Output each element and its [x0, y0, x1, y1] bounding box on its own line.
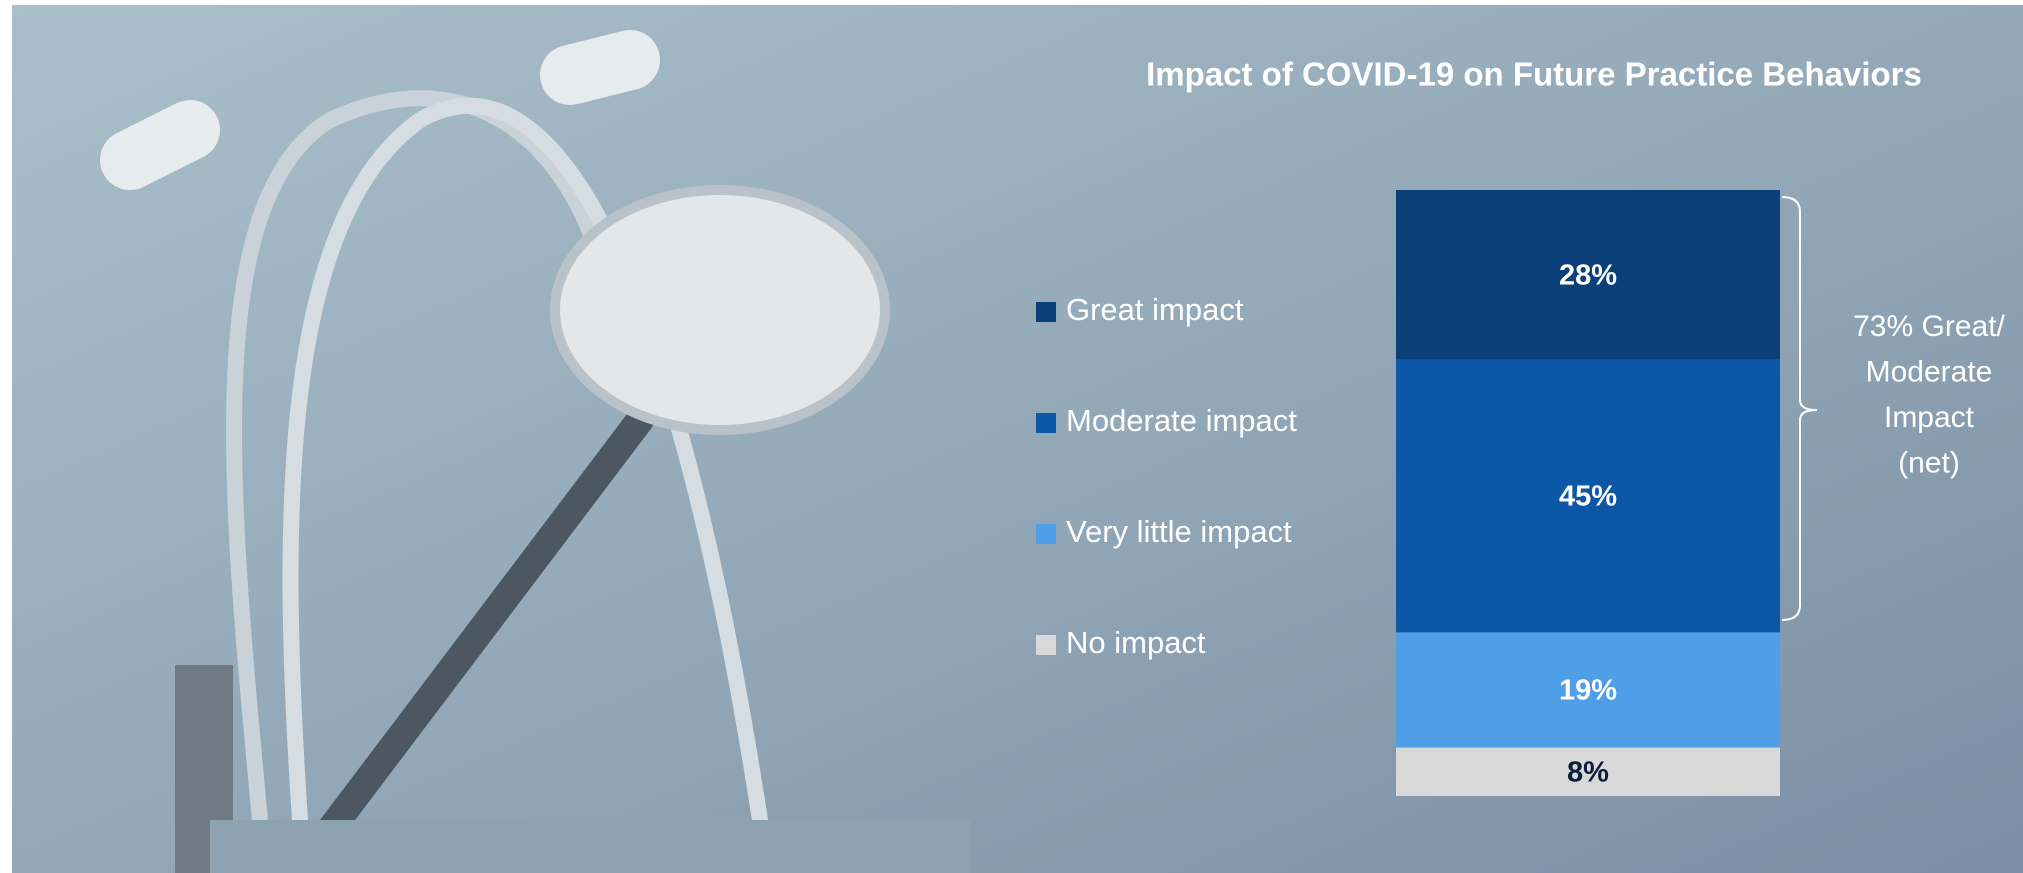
chart: Impact of COVID-19 on Future Practice Be…	[0, 0, 2023, 873]
legend-label: Moderate impact	[1066, 403, 1297, 438]
annotation: Impact	[1884, 401, 1975, 434]
legend-label: Very little impact	[1066, 514, 1292, 549]
page: {"chart_data": {"type": "stacked_bar", "…	[0, 0, 2023, 873]
data-label: 19%	[1559, 675, 1617, 707]
data-label: 45%	[1559, 481, 1617, 513]
legend-swatch	[1036, 413, 1056, 433]
chart-title: Impact of COVID-19 on Future Practice Be…	[1146, 56, 1922, 93]
legend-label: Great impact	[1066, 292, 1244, 327]
data-label: 8%	[1567, 756, 1609, 788]
legend-swatch	[1036, 635, 1056, 655]
legend-label: No impact	[1066, 625, 1206, 660]
legend-swatch	[1036, 524, 1056, 544]
annotation: (net)	[1898, 446, 1960, 479]
annotation: Moderate	[1866, 355, 1993, 388]
data-label: 28%	[1559, 259, 1617, 291]
legend-swatch	[1036, 302, 1056, 322]
annotation: 73% Great/	[1853, 310, 2005, 343]
